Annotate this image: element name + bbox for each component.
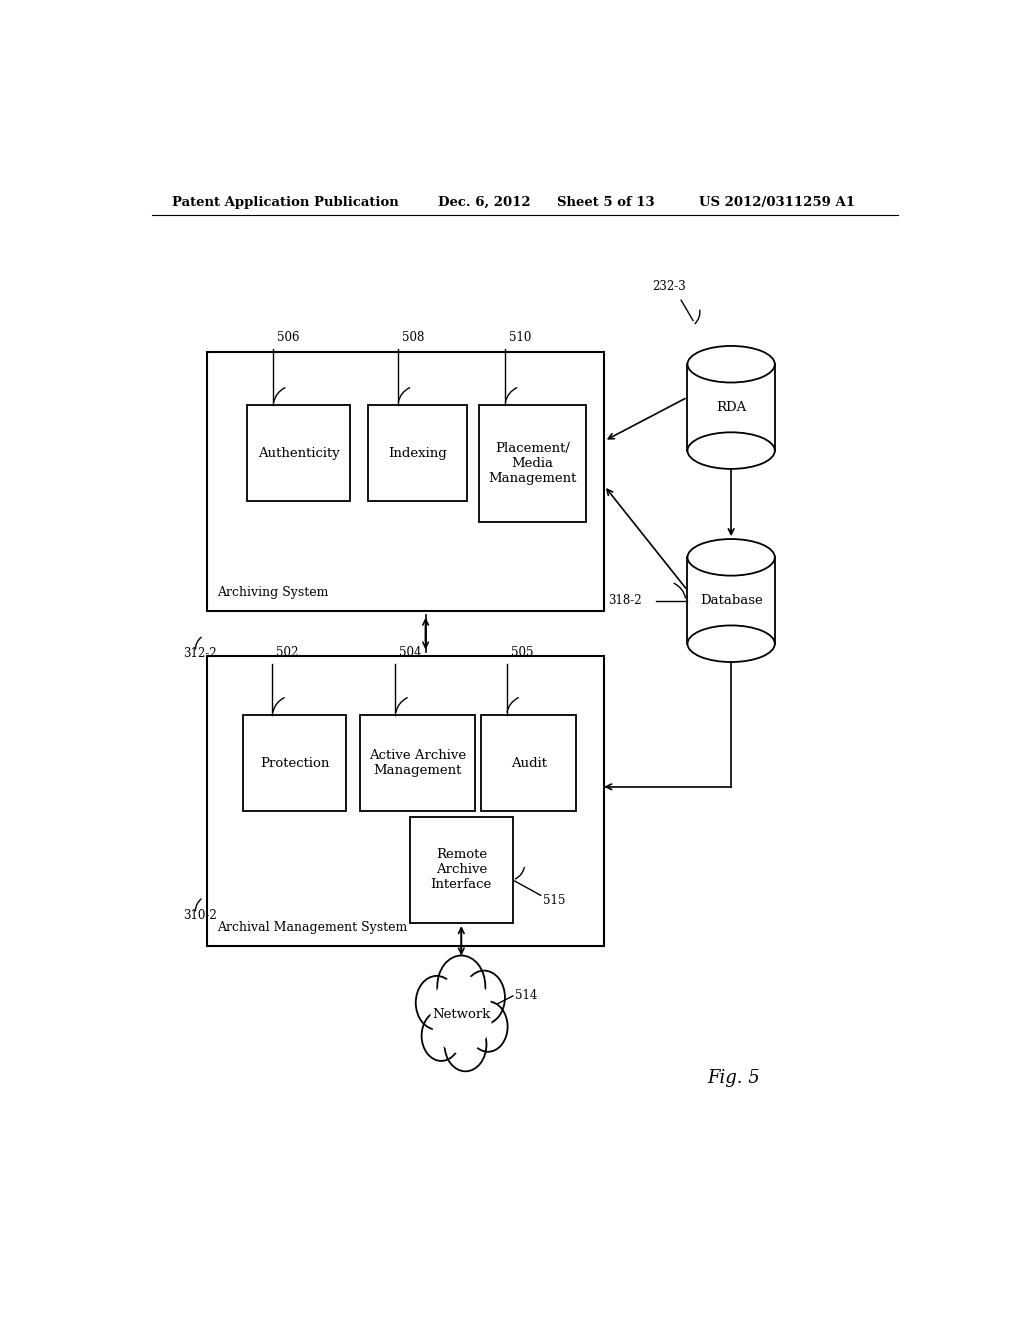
Ellipse shape (687, 433, 775, 469)
Text: 506: 506 (278, 331, 300, 345)
Ellipse shape (687, 626, 775, 663)
Bar (479, 405, 587, 521)
Text: Audit: Audit (511, 756, 547, 770)
Text: US 2012/0311259 A1: US 2012/0311259 A1 (699, 195, 855, 209)
Circle shape (463, 970, 505, 1024)
Text: Active Archive
Management: Active Archive Management (369, 750, 466, 777)
Text: Archiving System: Archiving System (217, 586, 329, 598)
Circle shape (437, 956, 485, 1016)
Text: 310-2: 310-2 (183, 909, 217, 923)
Bar (360, 715, 475, 812)
Ellipse shape (687, 346, 775, 383)
Text: Indexing: Indexing (388, 446, 447, 459)
Text: 504: 504 (399, 645, 422, 659)
Circle shape (416, 975, 458, 1030)
Bar (207, 656, 604, 946)
Text: Archival Management System: Archival Management System (217, 921, 408, 935)
Text: 505: 505 (511, 645, 534, 659)
Text: Fig. 5: Fig. 5 (708, 1069, 760, 1088)
Bar (481, 715, 577, 812)
Circle shape (444, 1018, 486, 1072)
Text: Database: Database (699, 594, 763, 607)
Text: Patent Application Publication: Patent Application Publication (172, 195, 398, 209)
Circle shape (431, 975, 492, 1053)
Text: 515: 515 (543, 894, 565, 907)
Text: 510: 510 (509, 331, 531, 345)
Text: RDA: RDA (716, 401, 746, 414)
Bar (410, 817, 513, 923)
Text: Remote
Archive
Interface: Remote Archive Interface (431, 849, 492, 891)
Text: Placement/
Media
Management: Placement/ Media Management (488, 442, 577, 484)
Ellipse shape (687, 539, 775, 576)
Bar (207, 351, 604, 611)
Text: Protection: Protection (260, 756, 330, 770)
Circle shape (422, 1011, 461, 1061)
Text: 502: 502 (276, 645, 299, 659)
Text: Dec. 6, 2012: Dec. 6, 2012 (437, 195, 530, 209)
Bar (243, 715, 346, 812)
Circle shape (468, 1002, 508, 1052)
Bar (687, 364, 775, 450)
Text: Sheet 5 of 13: Sheet 5 of 13 (557, 195, 654, 209)
Text: 312-2: 312-2 (183, 647, 217, 660)
Text: 318-2: 318-2 (608, 594, 642, 607)
Bar (247, 405, 350, 502)
Bar (687, 557, 775, 644)
Text: 514: 514 (515, 990, 538, 1002)
Text: 508: 508 (401, 331, 424, 345)
Text: Authenticity: Authenticity (258, 446, 340, 459)
Bar (368, 405, 467, 502)
Text: Network: Network (432, 1007, 490, 1020)
Text: 232-3: 232-3 (652, 280, 685, 293)
